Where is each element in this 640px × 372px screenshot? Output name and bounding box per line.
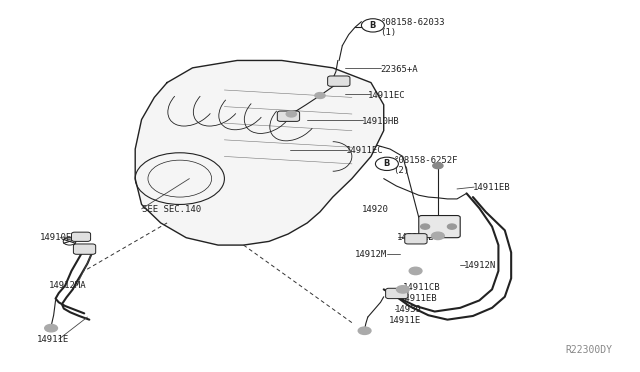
- Circle shape: [409, 267, 422, 275]
- Text: B: B: [384, 159, 390, 169]
- Text: 14911EB: 14911EB: [396, 233, 434, 242]
- FancyBboxPatch shape: [386, 288, 408, 299]
- Circle shape: [358, 327, 371, 334]
- Text: 14939: 14939: [395, 305, 422, 314]
- Circle shape: [433, 163, 443, 169]
- FancyBboxPatch shape: [419, 215, 460, 238]
- Text: SEE SEC.140: SEE SEC.140: [141, 205, 201, 215]
- Text: 14911E: 14911E: [36, 335, 68, 344]
- Circle shape: [431, 232, 444, 240]
- Text: 14911E: 14911E: [389, 316, 421, 325]
- Text: 14911EB: 14911EB: [399, 294, 437, 303]
- Text: °08158-62033
(1): °08158-62033 (1): [381, 17, 445, 37]
- Circle shape: [396, 286, 409, 293]
- Text: 14912N: 14912N: [463, 261, 495, 270]
- Text: B: B: [370, 21, 376, 30]
- FancyBboxPatch shape: [328, 76, 350, 86]
- Circle shape: [286, 111, 296, 117]
- Text: °08158-6252F
(2): °08158-6252F (2): [394, 156, 458, 175]
- Text: 14911EB: 14911EB: [473, 183, 511, 192]
- Circle shape: [420, 224, 429, 229]
- Circle shape: [363, 24, 373, 30]
- Circle shape: [376, 157, 398, 170]
- Text: R22300DY: R22300DY: [565, 345, 612, 355]
- Circle shape: [45, 324, 58, 332]
- Text: 14910E: 14910E: [40, 233, 72, 242]
- Polygon shape: [135, 61, 384, 245]
- Text: 22365+A: 22365+A: [381, 65, 418, 74]
- Text: 14912MA: 14912MA: [49, 281, 87, 290]
- Circle shape: [362, 19, 385, 32]
- Circle shape: [447, 224, 456, 229]
- FancyBboxPatch shape: [404, 234, 427, 244]
- FancyBboxPatch shape: [277, 111, 300, 121]
- Text: 14910HB: 14910HB: [362, 117, 399, 126]
- Text: 14911CB: 14911CB: [403, 283, 440, 292]
- Text: 14911EC: 14911EC: [368, 91, 405, 100]
- Text: 14920: 14920: [362, 205, 388, 215]
- Text: 14912M: 14912M: [355, 250, 387, 259]
- Text: 14911EC: 14911EC: [346, 147, 383, 155]
- Circle shape: [315, 93, 325, 99]
- FancyBboxPatch shape: [72, 232, 91, 241]
- FancyBboxPatch shape: [74, 244, 96, 254]
